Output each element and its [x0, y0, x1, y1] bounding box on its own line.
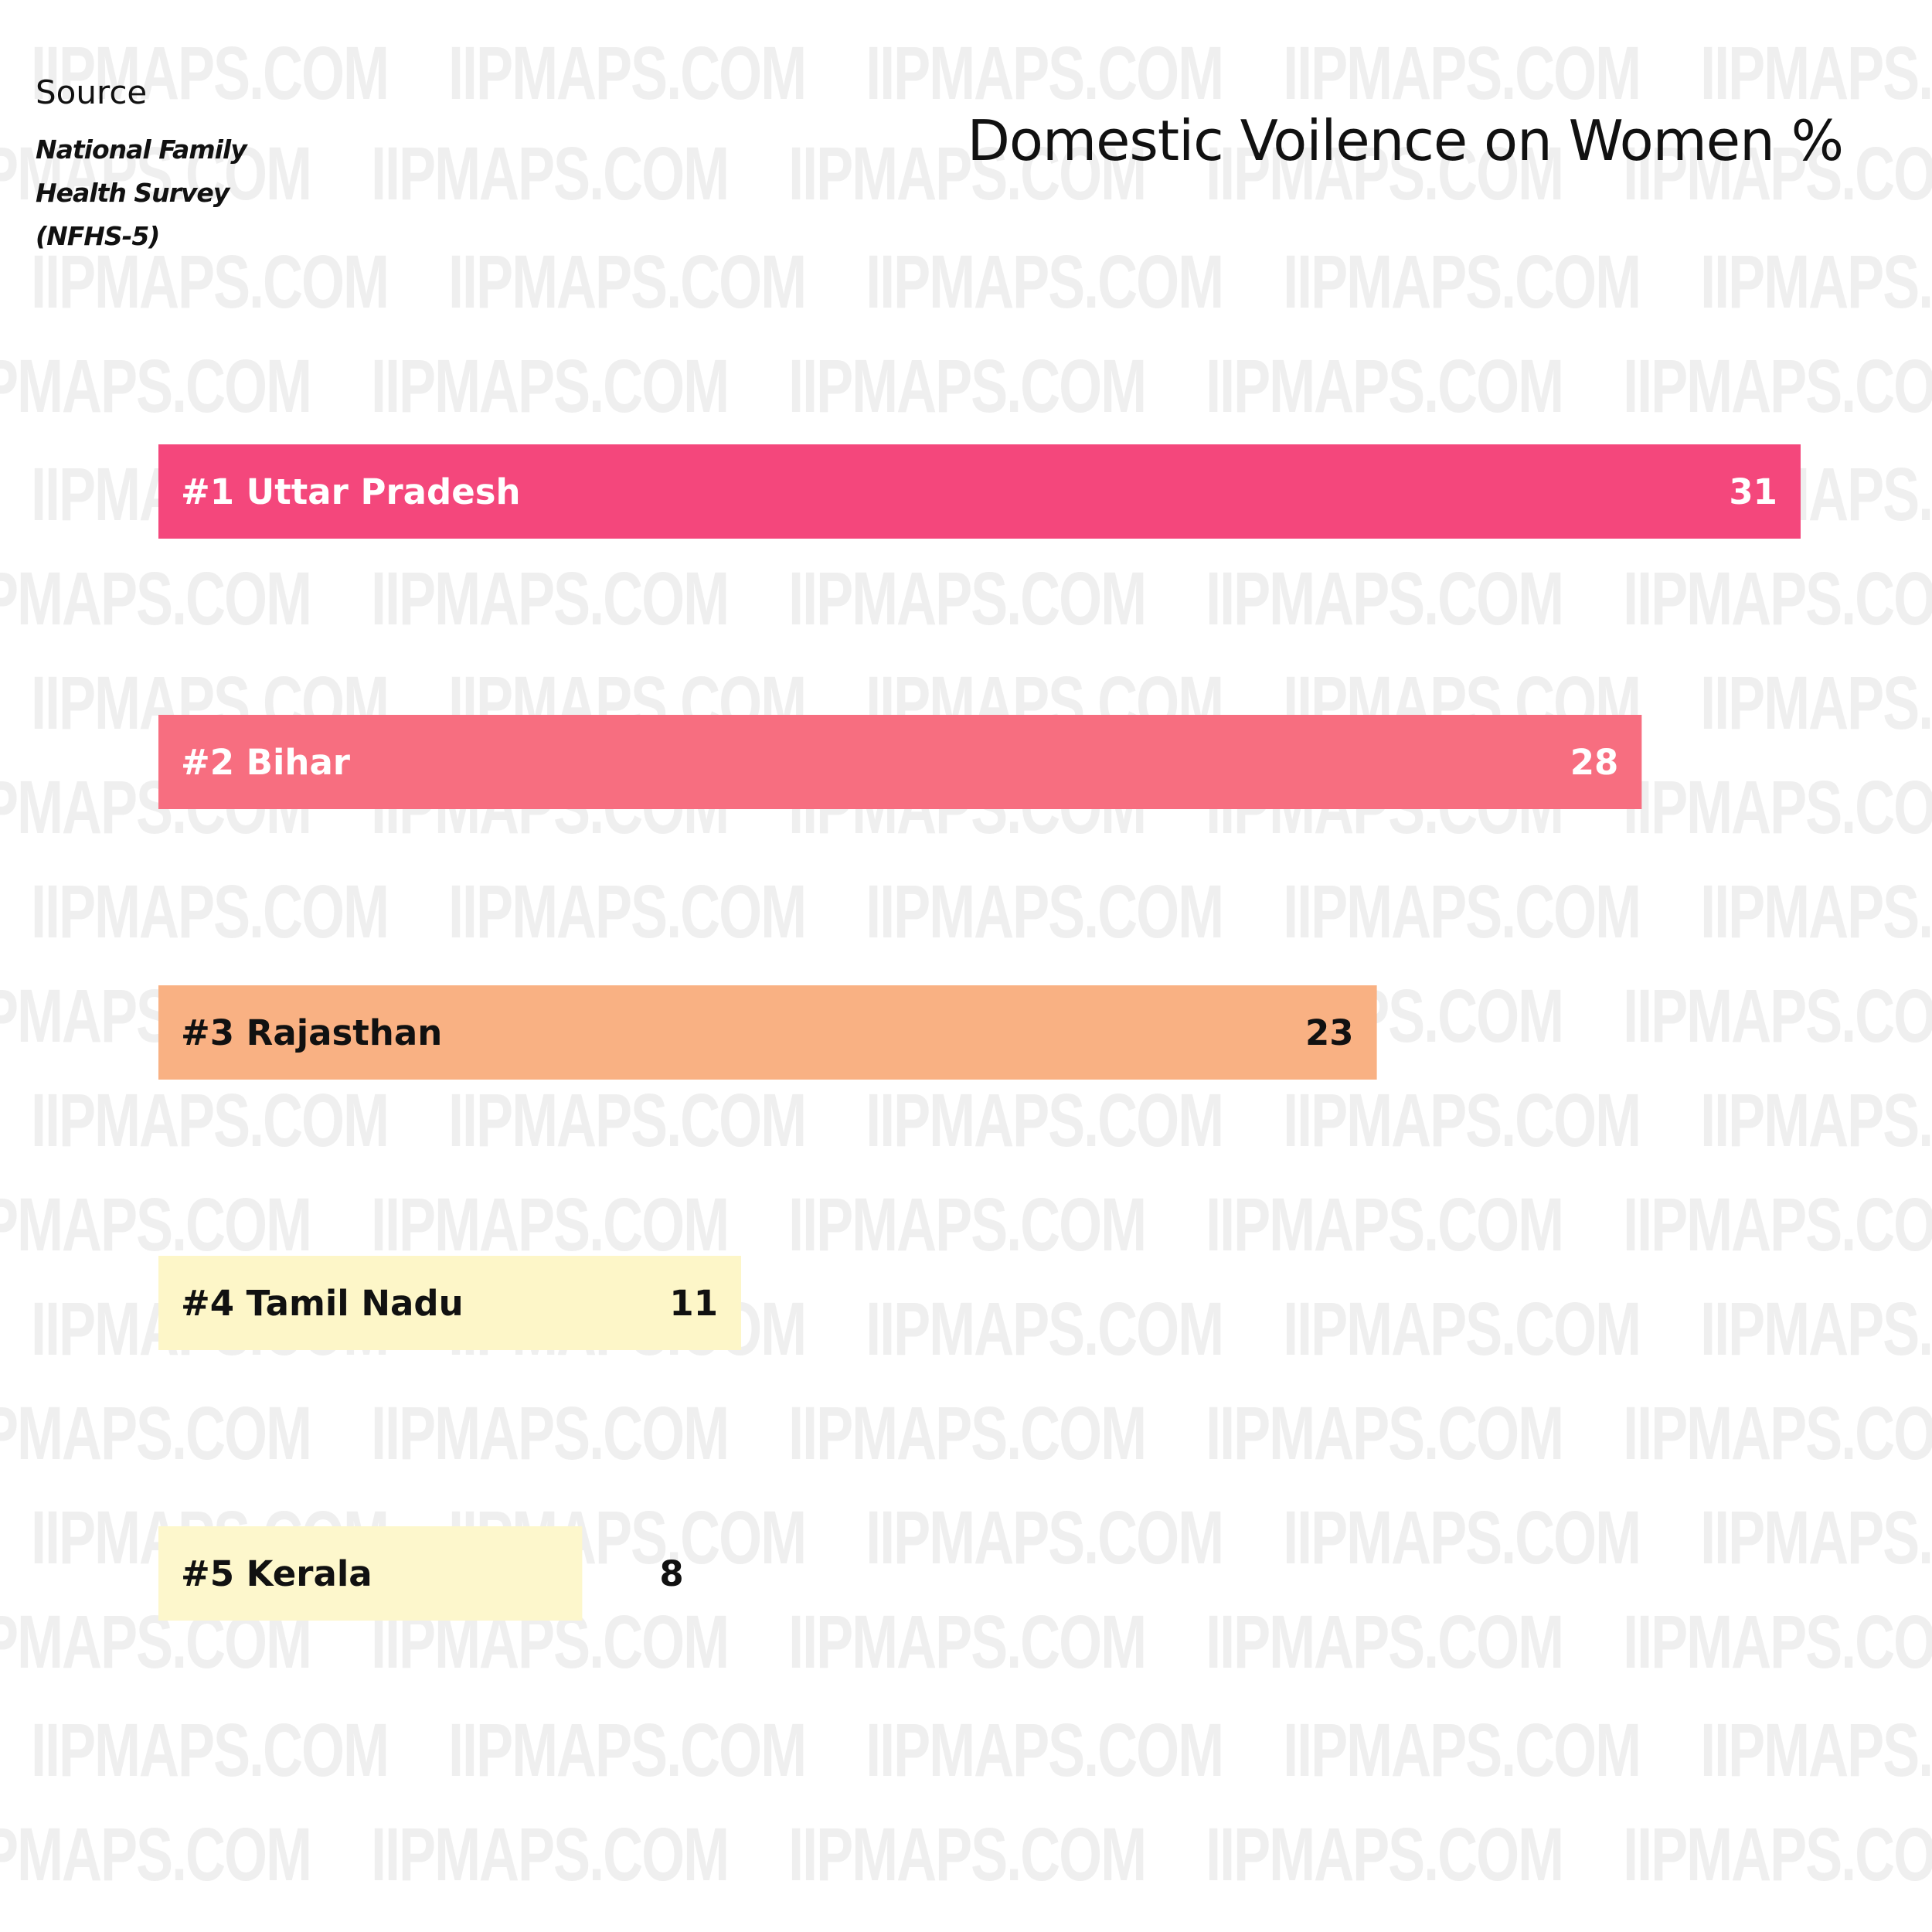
bar-category-label: #2 Bihar: [181, 742, 351, 783]
bar-group: #1 Uttar Pradesh 31: [158, 444, 1801, 539]
bar-value-label: 11: [669, 1283, 718, 1324]
bar-group: #5 Kerala 8: [158, 1526, 684, 1621]
bar-group: #4 Tamil Nadu 11: [158, 1256, 742, 1350]
bar-value-label: 31: [1729, 471, 1777, 512]
bar-category-label: #1 Uttar Pradesh: [181, 471, 521, 512]
bar: [158, 985, 1377, 1080]
bar: [158, 1526, 583, 1621]
bar-value-label: 28: [1570, 742, 1619, 783]
source-block: Source National Family Health Survey (NF…: [36, 73, 283, 258]
bar: [158, 1256, 742, 1350]
bar-category-label: #3 Rajasthan: [181, 1012, 442, 1053]
bar-value-label: 23: [1305, 1012, 1354, 1053]
bar-value-label: 8: [659, 1553, 683, 1594]
bar-category-label: #4 Tamil Nadu: [181, 1283, 464, 1324]
chart-title: Domestic Voilence on Women %: [967, 108, 1844, 173]
bar: [158, 715, 1642, 809]
bar: [158, 444, 1801, 539]
source-label: Source: [36, 73, 148, 111]
bar-group: #3 Rajasthan 23: [158, 985, 1377, 1080]
bar-group: #2 Bihar 28: [158, 715, 1642, 809]
bar-category-label: #5 Kerala: [181, 1553, 372, 1594]
source-text: National Family Health Survey (NFHS-5): [36, 134, 247, 251]
